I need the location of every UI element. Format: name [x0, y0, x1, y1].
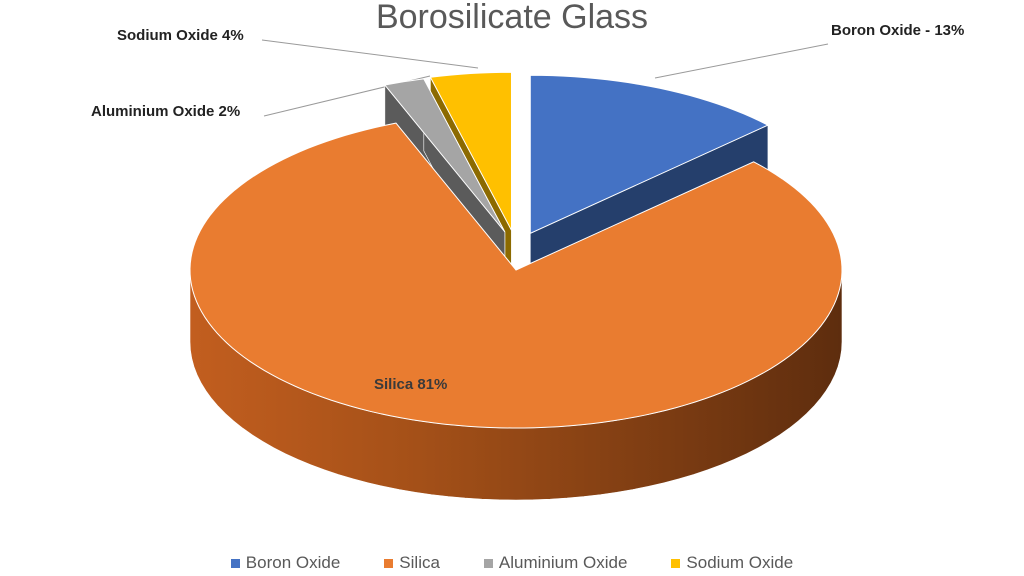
data-label-sodium-oxide: Sodium Oxide 4% [117, 27, 244, 44]
pie-slice-silica [189, 122, 843, 501]
pie-slices [189, 71, 843, 501]
data-label-boron-oxide: Boron Oxide - 13% [831, 22, 965, 39]
leader-line-sodium-oxide [261, 39, 479, 69]
legend-label-boron-oxide: Boron Oxide [245, 553, 341, 572]
pie-top-silica [189, 122, 843, 429]
legend-label-aluminium-oxide: Aluminium Oxide [498, 553, 628, 572]
data-label-silica: Silica 81% [374, 376, 448, 393]
legend-label-sodium-oxide: Sodium Oxide [686, 553, 794, 572]
legend-item-silica: Silica [384, 553, 440, 573]
chart-legend: Boron Oxide Silica Aluminium Oxide Sodiu… [0, 553, 1024, 573]
legend-swatch-silica [384, 558, 394, 568]
pie-top-sodium-oxide [429, 71, 512, 231]
legend-item-aluminium-oxide: Aluminium Oxide [483, 553, 628, 573]
pie-top-aluminium-oxide [383, 78, 506, 233]
legend-swatch-boron-oxide [230, 558, 240, 568]
legend-item-boron-oxide: Boron Oxide [230, 553, 341, 573]
pie-top-boron-oxide [529, 74, 770, 235]
legend-label-silica: Silica [399, 553, 440, 572]
leader-line-boron-oxide [654, 43, 829, 79]
legend-swatch-aluminium-oxide [483, 558, 493, 568]
legend-swatch-sodium-oxide [671, 558, 681, 568]
data-label-aluminium-oxide: Aluminium Oxide 2% [91, 103, 241, 120]
chart-title: Borosilicate Glass [375, 0, 649, 36]
legend-item-sodium-oxide: Sodium Oxide [671, 553, 793, 573]
